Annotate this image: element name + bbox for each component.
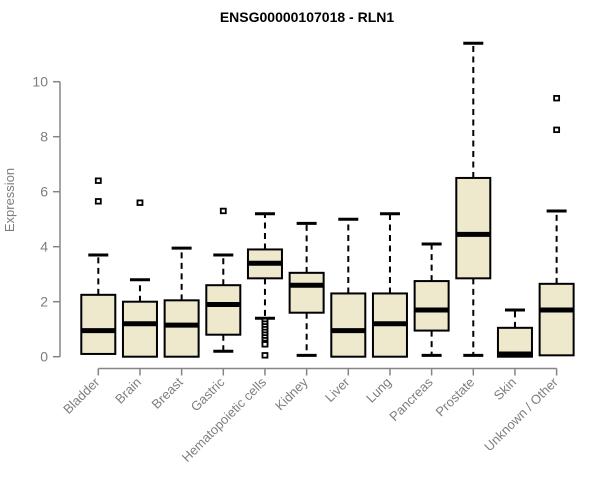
x-tick-label: Skin bbox=[491, 375, 519, 403]
x-tick-label: Pancreas bbox=[386, 374, 436, 424]
x-tick-label: Breast bbox=[149, 374, 186, 411]
outlier-point bbox=[261, 352, 269, 359]
x-tick-label: Bladder bbox=[60, 374, 103, 417]
y-tick-label: 8 bbox=[40, 128, 48, 144]
x-tick-label: Liver bbox=[322, 374, 353, 405]
box-pancreas bbox=[413, 280, 450, 332]
y-tick-label: 6 bbox=[40, 183, 48, 199]
box-prostate bbox=[455, 176, 492, 280]
outlier-point bbox=[553, 95, 561, 102]
box-gastric bbox=[205, 284, 242, 336]
box-breast bbox=[163, 299, 200, 358]
x-tick-label: Prostate bbox=[433, 375, 478, 420]
chart-title: ENSG00000107018 - RLN1 bbox=[220, 9, 395, 25]
y-tick-label: 0 bbox=[40, 348, 48, 364]
outlier-point bbox=[261, 341, 269, 348]
x-tick-label: Kidney bbox=[272, 374, 311, 413]
x-tick-label: Unknown / Other bbox=[481, 374, 561, 454]
x-tick-label: Brain bbox=[112, 375, 144, 407]
outlier-point bbox=[94, 198, 102, 205]
box-brain bbox=[121, 300, 158, 358]
x-tick-label: Gastric bbox=[188, 374, 228, 414]
box-kidney bbox=[288, 271, 325, 314]
outlier-point bbox=[136, 199, 144, 206]
box-bladder bbox=[80, 293, 117, 355]
outlier-point bbox=[219, 207, 227, 215]
box-unknown-other bbox=[538, 282, 575, 357]
outlier-point bbox=[553, 126, 561, 134]
y-tick-label: 4 bbox=[40, 238, 48, 254]
box-liver bbox=[330, 292, 367, 358]
y-tick-label: 10 bbox=[32, 73, 48, 89]
outlier-point bbox=[94, 177, 102, 184]
y-axis-label: Expression bbox=[2, 168, 17, 232]
y-tick-label: 2 bbox=[40, 293, 48, 309]
x-tick-label: Lung bbox=[363, 375, 394, 406]
